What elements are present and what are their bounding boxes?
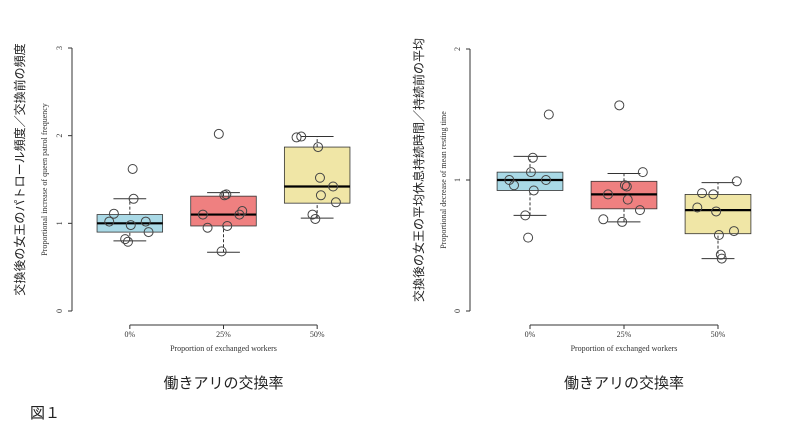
box [684, 194, 752, 235]
point [637, 167, 648, 178]
x-tick-label: 25% [216, 330, 231, 339]
point [315, 190, 326, 201]
point [127, 163, 138, 174]
point [310, 213, 321, 224]
y-tick-label: 1 [55, 221, 64, 225]
point [234, 209, 245, 220]
y-tick-label: 2 [453, 47, 462, 51]
point [222, 220, 233, 231]
box [190, 195, 257, 227]
x-label-ja: 働きアリの交換率 [163, 374, 283, 392]
point [708, 189, 719, 200]
point [108, 208, 119, 219]
point [104, 216, 115, 227]
x-label: Proportion of exchanged workers [170, 344, 277, 353]
point [603, 189, 614, 200]
point [731, 176, 742, 187]
point [711, 206, 722, 217]
point [509, 180, 520, 191]
point [621, 181, 632, 192]
point [540, 175, 551, 185]
point [728, 226, 739, 237]
point [122, 236, 133, 247]
x-tick-label: 0% [124, 330, 135, 339]
point [617, 216, 628, 227]
point [525, 167, 536, 178]
point [330, 197, 341, 208]
point [296, 131, 307, 142]
point [527, 152, 538, 163]
x-tick-label: 50% [711, 330, 726, 339]
x-label: Proportion of exchanged workers [571, 344, 678, 353]
y-label-en: Proportional decrease of mean resting ti… [439, 111, 448, 249]
point [528, 185, 539, 196]
point [213, 128, 224, 139]
point [523, 232, 534, 243]
point [520, 210, 531, 221]
point [140, 216, 151, 227]
point [216, 246, 227, 257]
point [143, 227, 154, 238]
point [619, 180, 630, 191]
point [313, 142, 324, 153]
point [328, 181, 339, 192]
y-tick-label: 0 [55, 309, 64, 313]
point [128, 193, 139, 204]
point [598, 214, 609, 225]
point [622, 194, 633, 205]
box [283, 146, 351, 204]
point [715, 249, 726, 260]
x-tick-label: 0% [525, 330, 536, 339]
point [221, 189, 232, 200]
point [291, 132, 302, 143]
x-label-ja: 働きアリの交換率 [564, 374, 684, 392]
y-tick-label: 0 [453, 309, 462, 313]
y-tick-label: 2 [55, 134, 64, 138]
point [713, 230, 724, 241]
x-tick-label: 25% [617, 330, 632, 339]
point [237, 206, 248, 217]
y-label: 交換後の女王の平均休息持続時間／持続前の平均 [411, 38, 426, 302]
point [634, 205, 645, 216]
point [314, 172, 325, 183]
box [496, 171, 564, 191]
point [697, 188, 708, 199]
point [716, 253, 727, 264]
point [120, 234, 131, 245]
point [692, 202, 703, 213]
y-tick-label: 1 [453, 178, 462, 182]
point [219, 190, 230, 201]
caption: 図１ [30, 404, 60, 422]
point [202, 222, 213, 233]
point [197, 209, 208, 220]
point [125, 220, 136, 231]
point [543, 109, 554, 120]
y-label-en: Proportional increase of queen patrol fr… [40, 103, 49, 256]
y-tick-label: 3 [55, 46, 64, 50]
x-tick-label: 50% [310, 330, 325, 339]
y-label: 交換後の女王のパトロール頻度／交換前の頻度 [12, 43, 27, 295]
point [614, 100, 625, 111]
